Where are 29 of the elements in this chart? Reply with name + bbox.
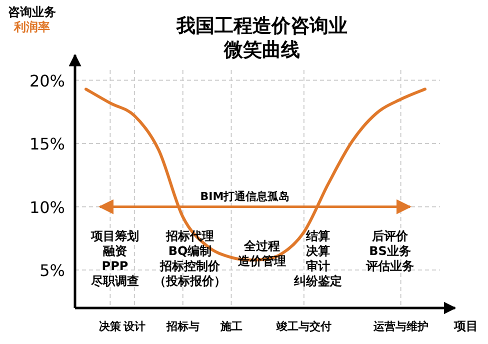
y-tick-label: 5% [40, 261, 65, 280]
x-tick-label: 决策 [99, 320, 122, 333]
annotation: BQ编制 [168, 244, 212, 258]
x-tick-label: 招标与 [165, 320, 200, 333]
annotation: 审计 [306, 259, 330, 273]
x-tick-label: 设计 [122, 320, 146, 333]
annotation: 招标控制价 [159, 259, 221, 273]
ref-line-label: BIM打通信息孤岛 [200, 190, 290, 203]
annotation: 结算 [305, 229, 330, 243]
annotation: 纠纷鉴定 [293, 274, 342, 288]
annotation: 评估业务 [365, 259, 414, 273]
annotation: BS业务 [369, 244, 411, 258]
x-tick-label: 竣工与交付 [275, 320, 332, 333]
annotation: 后评价 [371, 229, 409, 243]
x-axis-title: 项目 [453, 319, 478, 333]
annotation: 尽职调查 [90, 274, 139, 288]
x-tick-label: 施工 [219, 320, 242, 333]
annotation: 融资 [103, 244, 127, 258]
annotation: 全过程 [243, 239, 280, 253]
y-tick-label: 20% [29, 71, 65, 90]
y-tick-label: 15% [29, 134, 65, 154]
annotation: 决算 [306, 244, 330, 258]
annotation: 项目筹划 [90, 229, 139, 243]
x-tick-label: 运营与维护 [372, 320, 428, 333]
y-axis-title: 咨询业务利润率 [8, 5, 56, 34]
chart-title: 我国工程造价咨询业微笑曲线 [176, 15, 348, 61]
y-tick-label: 10% [29, 198, 65, 217]
annotation: PPP [102, 259, 128, 273]
annotation: （投标报价） [154, 274, 226, 288]
